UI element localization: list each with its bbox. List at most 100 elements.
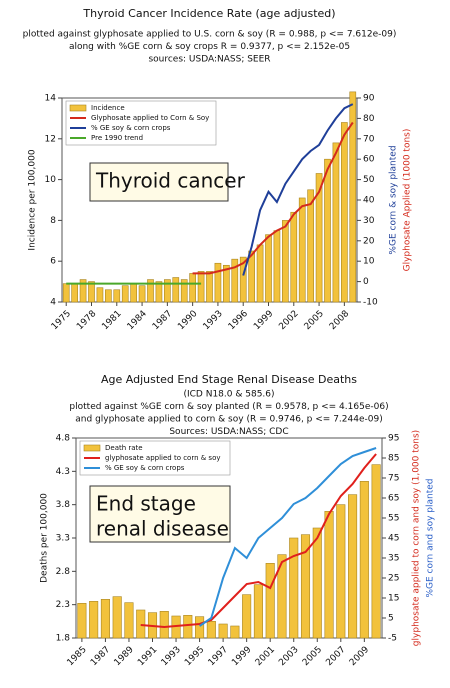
legend-label: % GE soy & corn crops [91, 124, 171, 132]
y2-axis-label: %GE corn and soy planted [426, 478, 436, 597]
bar [180, 279, 188, 303]
bar [206, 271, 213, 303]
legend-box [79, 440, 231, 476]
x-tick-label: 1990 [176, 309, 199, 332]
bar [307, 189, 314, 303]
subtitle: plotted against %GE corn & soy planted (… [69, 402, 388, 412]
annotation: renal disease [96, 517, 229, 541]
bar [159, 611, 169, 639]
bar [348, 494, 358, 639]
bar [256, 244, 264, 303]
bar [189, 273, 196, 303]
bar [136, 609, 146, 639]
bar [315, 173, 323, 303]
bar [277, 554, 287, 639]
bar [324, 158, 331, 303]
annotation: Thyroid cancer [95, 169, 246, 193]
y-tick-label: 3.8 [56, 500, 71, 510]
y2-tick-label: -10 [363, 298, 378, 308]
bar [223, 264, 230, 303]
bar [155, 281, 163, 303]
y2-tick-label: 50 [363, 175, 375, 185]
bar [231, 258, 239, 303]
x-tick-label: 2002 [277, 309, 300, 332]
y-tick-label: 4.8 [56, 434, 71, 444]
y2-tick-label: 55 [388, 514, 399, 524]
bar [62, 283, 70, 303]
y2-tick-label: 60 [363, 155, 375, 165]
bar [138, 285, 146, 303]
bar [290, 211, 298, 303]
y-tick-label: 4.3 [56, 467, 70, 477]
y2-tick-label: 5 [388, 614, 394, 624]
y2-tick-label: 90 [363, 94, 375, 104]
x-tick-label: 2003 [277, 645, 300, 668]
y2-tick-label: 10 [363, 257, 375, 267]
y-tick-label: 1.8 [56, 634, 71, 644]
y2-tick-label: 30 [363, 216, 375, 226]
bar [332, 142, 340, 303]
bar [371, 464, 381, 639]
y-tick-label: 14 [45, 94, 57, 104]
y2-tick-label: 40 [363, 196, 375, 206]
bar [183, 615, 193, 639]
bar [289, 537, 299, 639]
subtitle: Sources: USDA:NASS; CDC [169, 427, 288, 437]
series-line [140, 453, 377, 629]
bar [214, 262, 222, 303]
subtitle: and glyphosate applied to corn & soy (R … [75, 415, 382, 425]
y-tick-label: 12 [45, 134, 56, 144]
legend-label: glyphosate applied to corn & soy [105, 454, 221, 462]
y2-axis-label: %GE corn & soy planted [389, 145, 399, 254]
bar [324, 511, 334, 639]
legend-label: % GE soy & corn crops [105, 464, 185, 472]
x-tick-label: 2005 [301, 645, 324, 668]
bar [273, 230, 281, 303]
legend-label: Incidence [91, 104, 125, 112]
y2-tick-label: 45 [388, 534, 399, 544]
x-tick-label: 1989 [113, 645, 136, 668]
x-tick-label: 1995 [183, 645, 206, 668]
bar [112, 596, 122, 639]
bar [121, 285, 129, 303]
annotation-box [89, 162, 229, 202]
bar [265, 563, 275, 639]
bar [230, 625, 240, 639]
bar [341, 122, 348, 303]
bar [298, 197, 306, 303]
legend-label: Death rate [105, 444, 143, 452]
y2-tick-label: 95 [388, 434, 399, 444]
x-tick-label: 1984 [126, 309, 149, 332]
y-tick-label: 3.3 [56, 534, 70, 544]
bar [248, 250, 255, 303]
y2-axis-label: Glyphosate Applied (1000 tons) [403, 129, 413, 272]
bar [147, 279, 154, 303]
x-tick-label: 1996 [227, 309, 250, 332]
bar [300, 534, 311, 639]
x-tick-label: 1975 [50, 309, 73, 332]
y2-tick-label: 65 [388, 494, 399, 504]
y-axis-label: Deaths per 100,000 [40, 493, 50, 583]
y-tick-label: 2.3 [56, 600, 70, 610]
y2-tick-label: 0 [363, 277, 369, 287]
x-tick-label: 1981 [100, 309, 123, 332]
y-tick-label: 8 [50, 216, 56, 226]
subtitle: (ICD N18.0 & 585.6) [183, 390, 274, 400]
y2-tick-label: 20 [363, 236, 375, 246]
bar [71, 283, 78, 303]
legend-label: Glyphosate applied to Corn & Soy [91, 114, 209, 122]
x-tick-label: 1987 [89, 645, 112, 668]
x-tick-label: 2009 [348, 645, 371, 668]
chart-title: Thyroid Cancer Incidence Rate (age adjus… [82, 7, 335, 20]
series-line [192, 121, 354, 275]
bar [253, 584, 263, 639]
y2-tick-label: -5 [388, 634, 397, 644]
bar [239, 256, 247, 303]
y2-tick-label: 85 [388, 454, 399, 464]
bar [359, 481, 369, 639]
x-tick-label: 1997 [207, 645, 230, 668]
bar [105, 289, 112, 303]
x-tick-label: 1987 [151, 309, 174, 332]
bar [77, 603, 87, 639]
bar [89, 601, 99, 639]
